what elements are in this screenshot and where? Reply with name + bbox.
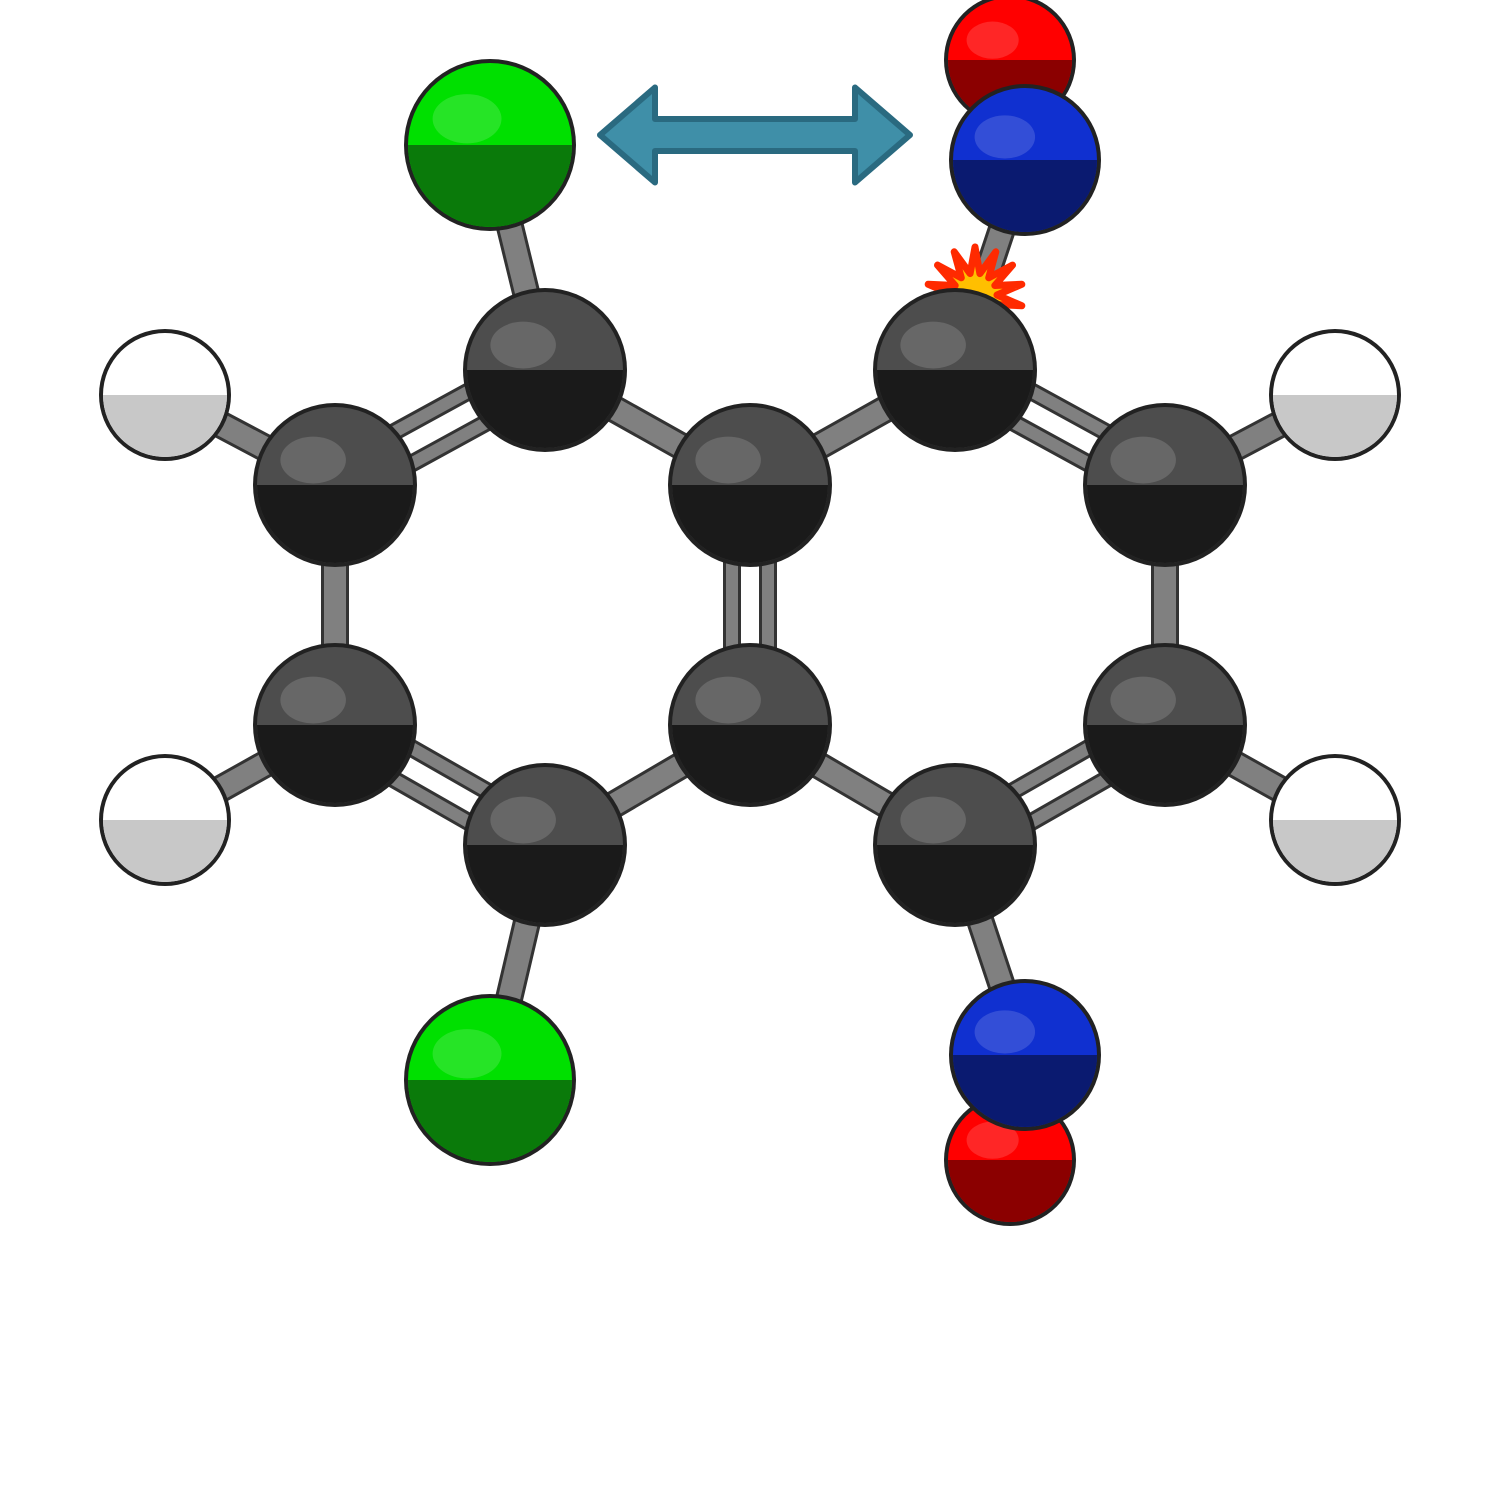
atom-H bbox=[1269, 329, 1401, 461]
atom-H bbox=[99, 329, 231, 461]
atom-C bbox=[873, 763, 1037, 927]
atom-C bbox=[253, 643, 417, 807]
atom-C bbox=[463, 288, 627, 452]
atoms bbox=[99, 0, 1401, 1226]
atom-C bbox=[1083, 643, 1247, 807]
atom-Cl bbox=[404, 59, 576, 231]
atom-C bbox=[668, 403, 832, 567]
atom-C bbox=[873, 288, 1037, 452]
atom-Cl bbox=[404, 994, 576, 1166]
molecule-diagram bbox=[0, 0, 1500, 1500]
atom-N bbox=[949, 84, 1101, 236]
atom-H bbox=[99, 754, 231, 886]
atom-N bbox=[949, 979, 1101, 1131]
double-arrow bbox=[600, 88, 910, 183]
bonds bbox=[165, 57, 1335, 1162]
atom-C bbox=[253, 403, 417, 567]
atom-C bbox=[668, 643, 832, 807]
atom-C bbox=[1083, 403, 1247, 567]
atom-H bbox=[1269, 754, 1401, 886]
atom-C bbox=[463, 763, 627, 927]
